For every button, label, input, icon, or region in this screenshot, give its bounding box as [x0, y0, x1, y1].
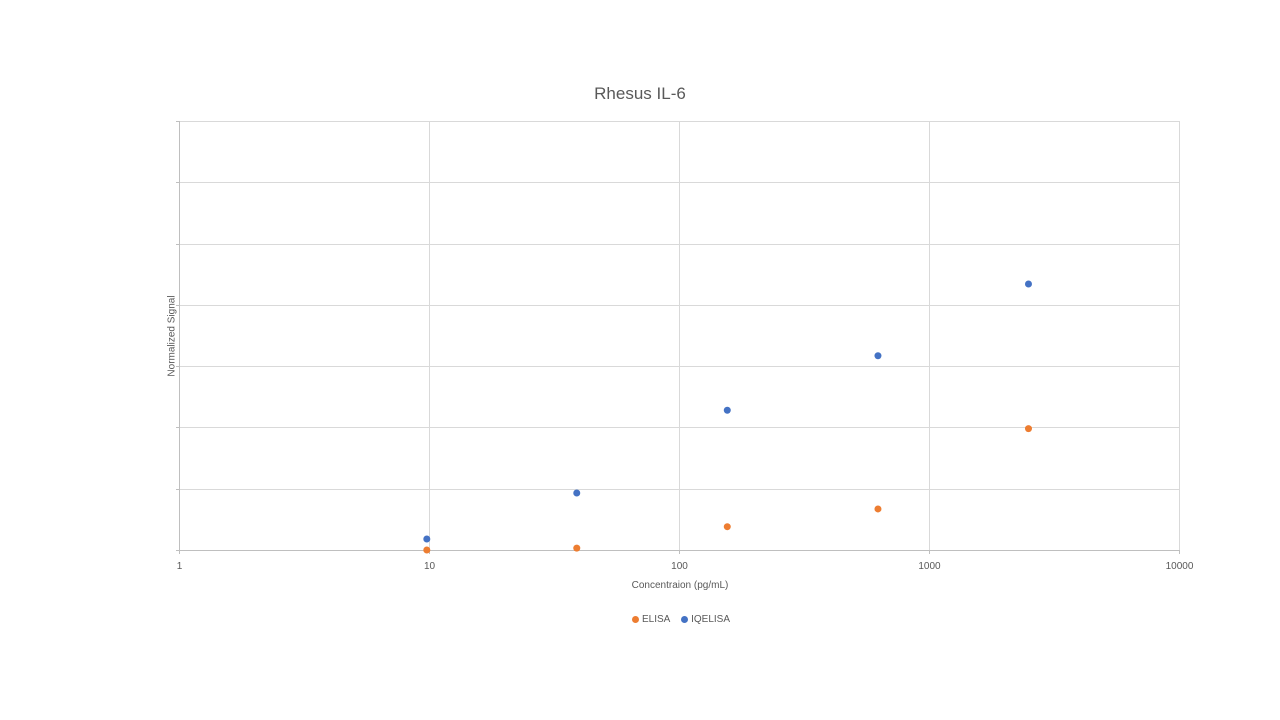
data-point-elisa: [423, 546, 431, 554]
y-axis-label: Normalized Signal: [166, 295, 178, 377]
x-tick-label: 1: [177, 561, 183, 572]
data-point-elisa: [723, 523, 731, 531]
data-point-elisa: [874, 505, 882, 513]
data-point-iqelisa: [573, 489, 581, 497]
x-tick-label: 1000: [918, 561, 941, 572]
x-axis-label: Concentraion (pg/mL): [631, 580, 729, 591]
x-tick-label: 100: [671, 561, 688, 572]
legend-item-iqelisa: IQELISA: [681, 614, 730, 625]
chart-title: Rhesus IL-6: [594, 84, 686, 103]
legend: ELISA IQELISA: [0, 614, 1280, 625]
data-point-iqelisa: [1024, 280, 1032, 288]
x-tick-label: 10: [424, 561, 436, 572]
legend-marker-iqelisa: [681, 616, 689, 623]
data-point-iqelisa: [423, 535, 431, 543]
legend-marker-elisa: [631, 616, 639, 623]
data-point-elisa: [573, 544, 581, 552]
data-point-elisa: [1024, 425, 1032, 433]
legend-label-elisa: ELISA: [641, 614, 671, 625]
legend-item-elisa: ELISA: [631, 614, 671, 625]
x-tick-label: 10000: [1166, 561, 1194, 572]
data-point-iqelisa: [723, 406, 731, 414]
legend-label-iqelisa: IQELISA: [691, 614, 731, 625]
data-point-iqelisa: [874, 352, 882, 360]
